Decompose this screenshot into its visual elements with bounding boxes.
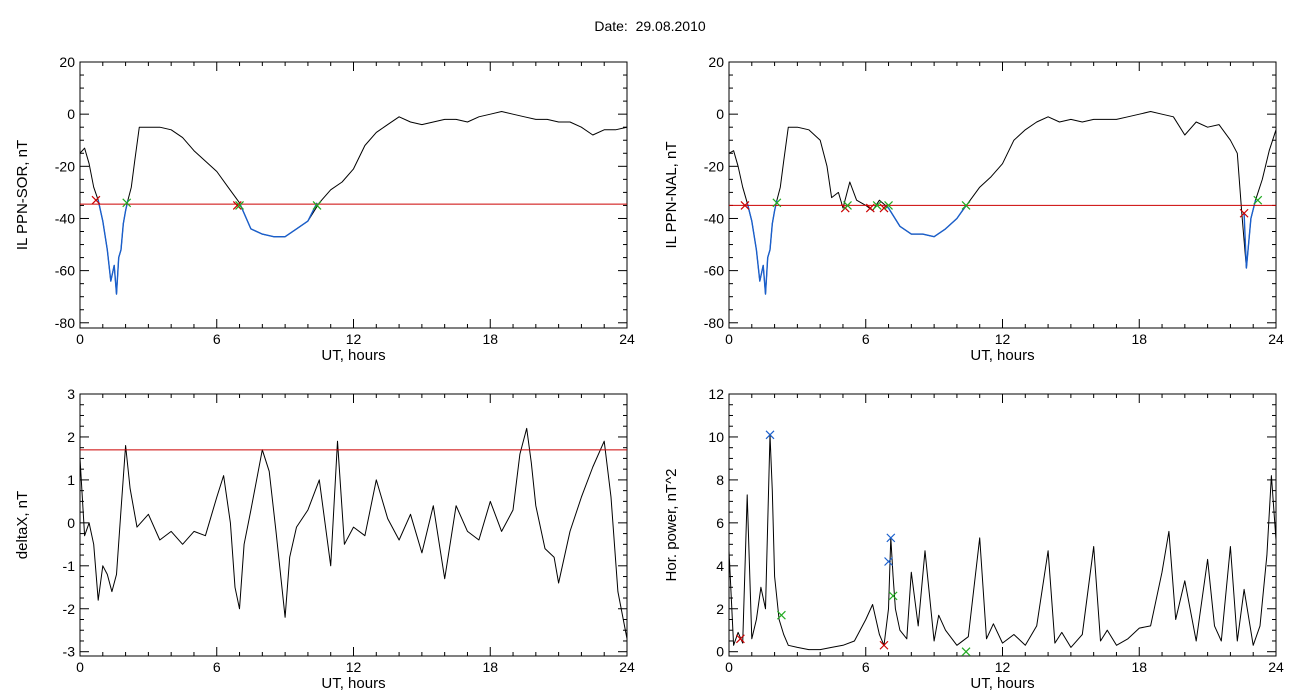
event-marker	[235, 201, 244, 210]
y-tick-label: 0	[716, 106, 724, 122]
x-tick-label: 12	[346, 659, 362, 675]
event-marker	[1239, 208, 1249, 218]
x-tick-label: 18	[482, 659, 498, 675]
y-tick-label: 0	[67, 106, 75, 122]
x-tick-label: 6	[862, 659, 870, 675]
y-tick-label: -2	[63, 601, 76, 617]
event-marker	[961, 201, 971, 210]
x-tick-label: 18	[482, 331, 498, 347]
y-tick-label: 20	[59, 54, 75, 70]
chart-title: Date: 29.08.2010	[594, 18, 706, 34]
y-tick-label: -20	[704, 158, 724, 174]
plot-area	[80, 111, 627, 295]
event-marker	[865, 203, 875, 213]
y-tick-label: 0	[67, 515, 75, 531]
series-line-below-threshold	[97, 200, 129, 295]
y-tick-label: 10	[708, 429, 724, 445]
series-line-below-threshold	[746, 200, 778, 295]
event-marker	[879, 640, 889, 650]
y-tick-label: 20	[708, 54, 724, 70]
x-tick-label: 24	[619, 659, 635, 675]
event-marker	[888, 591, 898, 601]
event-marker	[843, 201, 852, 210]
y-tick-label: 8	[716, 472, 724, 488]
y-axis-label: IL PPN-NAL, nT	[663, 142, 680, 249]
y-tick-label: 2	[67, 429, 75, 445]
x-tick-label: 24	[1268, 659, 1284, 675]
y-tick-label: -20	[55, 158, 75, 174]
x-tick-label: 12	[995, 331, 1011, 347]
x-tick-label: 0	[76, 331, 84, 347]
y-tick-label: -40	[704, 210, 724, 226]
y-tick-label: -60	[55, 263, 75, 279]
event-marker	[772, 198, 782, 208]
x-tick-label: 12	[346, 331, 362, 347]
series-line-main	[80, 427, 627, 639]
x-tick-label: 12	[995, 659, 1011, 675]
y-axis-label: Hor. power, nT^2	[663, 469, 680, 582]
x-tick-label: 0	[725, 331, 733, 347]
series-line-below-threshold	[883, 204, 967, 238]
series-line-below-threshold	[1243, 200, 1257, 269]
y-tick-label: 6	[716, 515, 724, 531]
plot-area	[729, 111, 1276, 295]
y-tick-label: 0	[716, 644, 724, 660]
x-tick-label: 6	[213, 331, 221, 347]
y-tick-label: -80	[55, 315, 75, 331]
x-tick-label: 6	[213, 659, 221, 675]
event-marker	[884, 557, 893, 566]
event-marker	[961, 647, 971, 657]
event-marker	[776, 610, 786, 620]
x-tick-label: 18	[1131, 659, 1147, 675]
x-axis-label: UT, hours	[970, 675, 1034, 692]
x-axis-label: UT, hours	[321, 347, 385, 364]
event-marker	[879, 203, 889, 213]
y-tick-label: -3	[63, 644, 76, 660]
series-line-below-threshold	[238, 202, 318, 238]
y-tick-label: 3	[67, 386, 75, 402]
y-axis-label: IL PPN-SOR, nT	[14, 140, 31, 250]
y-tick-label: -40	[55, 210, 75, 226]
event-marker	[740, 201, 750, 210]
event-marker	[312, 201, 322, 210]
event-marker	[1253, 195, 1263, 205]
plot-area	[80, 427, 627, 639]
event-marker	[886, 533, 896, 543]
y-tick-label: 4	[716, 558, 724, 574]
series-line-main	[729, 434, 1276, 651]
x-tick-label: 0	[725, 659, 733, 675]
y-tick-label: 12	[708, 386, 724, 402]
x-tick-label: 6	[862, 331, 870, 347]
event-marker	[232, 201, 242, 210]
y-tick-label: 1	[67, 472, 75, 488]
plot-frame	[728, 393, 1277, 657]
plot-area	[729, 434, 1276, 651]
event-marker	[91, 195, 101, 205]
event-marker	[765, 430, 775, 440]
y-axis-label: deltaX, nT	[14, 491, 31, 559]
x-tick-label: 18	[1131, 331, 1147, 347]
event-marker	[872, 201, 882, 210]
event-marker	[735, 634, 745, 644]
x-axis-label: UT, hours	[321, 675, 385, 692]
x-tick-label: 0	[76, 659, 84, 675]
y-tick-label: -80	[704, 315, 724, 331]
y-tick-label: -1	[63, 558, 76, 574]
y-tick-label: -60	[704, 263, 724, 279]
x-axis-label: UT, hours	[970, 347, 1034, 364]
x-tick-label: 24	[619, 331, 635, 347]
event-marker	[884, 201, 893, 210]
x-tick-label: 24	[1268, 331, 1284, 347]
y-tick-label: 2	[716, 601, 724, 617]
event-marker	[122, 198, 132, 208]
